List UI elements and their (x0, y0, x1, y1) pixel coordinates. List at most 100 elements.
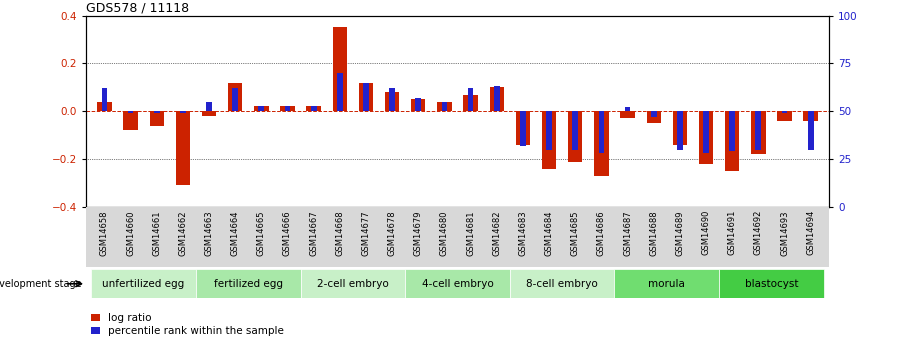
Text: GSM14693: GSM14693 (780, 210, 789, 256)
Bar (232, 88, 238, 111)
Bar (520, 111, 525, 146)
Text: morula: morula (649, 279, 685, 289)
Bar (703, 111, 708, 154)
Bar (280, 107, 294, 111)
Text: GSM14667: GSM14667 (309, 210, 318, 256)
Bar (333, 28, 347, 111)
Text: GSM14680: GSM14680 (440, 210, 449, 256)
Bar (568, 111, 583, 161)
Bar (599, 111, 604, 154)
Bar (149, 111, 164, 126)
Bar (672, 111, 687, 145)
Bar (467, 88, 474, 111)
Bar (510, 269, 614, 298)
Text: GSM14662: GSM14662 (178, 210, 188, 256)
Bar (699, 111, 713, 164)
Bar (311, 106, 316, 111)
Text: GSM14691: GSM14691 (728, 210, 737, 255)
Bar (624, 107, 631, 111)
Bar (196, 269, 301, 298)
Text: GSM14661: GSM14661 (152, 210, 161, 256)
Bar (614, 269, 719, 298)
Bar (651, 111, 657, 117)
Text: GSM14685: GSM14685 (571, 210, 580, 256)
Bar (176, 111, 190, 186)
Bar (804, 111, 818, 121)
Text: GSM14686: GSM14686 (597, 210, 606, 256)
Bar (92, 269, 196, 298)
Text: GSM14689: GSM14689 (675, 210, 684, 256)
Bar (258, 106, 265, 111)
Bar (405, 269, 510, 298)
Text: GDS578 / 11118: GDS578 / 11118 (86, 1, 189, 14)
Text: GSM14679: GSM14679 (414, 210, 423, 256)
Bar (207, 102, 212, 111)
Bar (97, 102, 111, 111)
Text: 4-cell embryo: 4-cell embryo (421, 279, 494, 289)
Text: GSM14677: GSM14677 (361, 210, 371, 256)
Bar (180, 111, 186, 113)
Bar (719, 269, 824, 298)
Bar (494, 86, 499, 111)
Text: GSM14683: GSM14683 (518, 210, 527, 256)
Text: GSM14658: GSM14658 (100, 210, 109, 256)
Bar (359, 82, 373, 111)
Bar (546, 111, 552, 150)
Bar (677, 111, 683, 150)
Text: unfertilized egg: unfertilized egg (102, 279, 185, 289)
Text: GSM14684: GSM14684 (545, 210, 554, 256)
Bar (463, 95, 477, 111)
Text: GSM14688: GSM14688 (650, 210, 659, 256)
Bar (416, 98, 421, 111)
Bar (621, 111, 635, 118)
Text: GSM14665: GSM14665 (256, 210, 265, 256)
Text: development stage: development stage (0, 279, 82, 289)
Bar (542, 111, 556, 169)
Bar (751, 111, 766, 154)
Text: GSM14682: GSM14682 (492, 210, 501, 256)
Bar (411, 99, 426, 111)
Text: GSM14681: GSM14681 (466, 210, 475, 256)
Bar (123, 111, 138, 130)
Bar (284, 106, 290, 111)
Bar (306, 107, 321, 111)
Text: GSM14664: GSM14664 (231, 210, 240, 256)
Text: 8-cell embryo: 8-cell embryo (526, 279, 598, 289)
Text: GSM14663: GSM14663 (205, 210, 214, 256)
Bar (516, 111, 530, 145)
Bar (725, 111, 739, 171)
Text: GSM14687: GSM14687 (623, 210, 632, 256)
Text: 2-cell embryo: 2-cell embryo (317, 279, 389, 289)
Text: GSM14694: GSM14694 (806, 210, 815, 255)
Bar (782, 111, 787, 113)
Bar (573, 111, 578, 150)
Text: GSM14692: GSM14692 (754, 210, 763, 255)
Bar (128, 111, 133, 113)
Bar (489, 87, 504, 111)
Bar (441, 102, 448, 111)
Bar (647, 111, 660, 123)
Text: GSM14690: GSM14690 (701, 210, 710, 255)
Bar (808, 111, 814, 150)
Bar (202, 111, 217, 116)
Bar (363, 82, 369, 111)
Bar (390, 88, 395, 111)
Bar (154, 111, 159, 113)
Bar (228, 82, 243, 111)
Text: GSM14666: GSM14666 (283, 210, 292, 256)
Text: fertilized egg: fertilized egg (214, 279, 283, 289)
Bar (301, 269, 405, 298)
Bar (385, 92, 400, 111)
Legend: log ratio, percentile rank within the sample: log ratio, percentile rank within the sa… (92, 313, 284, 336)
Text: GSM14678: GSM14678 (388, 210, 397, 256)
Text: blastocyst: blastocyst (745, 279, 798, 289)
Bar (729, 111, 735, 151)
Bar (255, 107, 268, 111)
Bar (101, 88, 107, 111)
Bar (756, 111, 761, 150)
Bar (337, 73, 342, 111)
Bar (438, 102, 452, 111)
Text: GSM14668: GSM14668 (335, 210, 344, 256)
Text: GSM14660: GSM14660 (126, 210, 135, 256)
Bar (777, 111, 792, 121)
